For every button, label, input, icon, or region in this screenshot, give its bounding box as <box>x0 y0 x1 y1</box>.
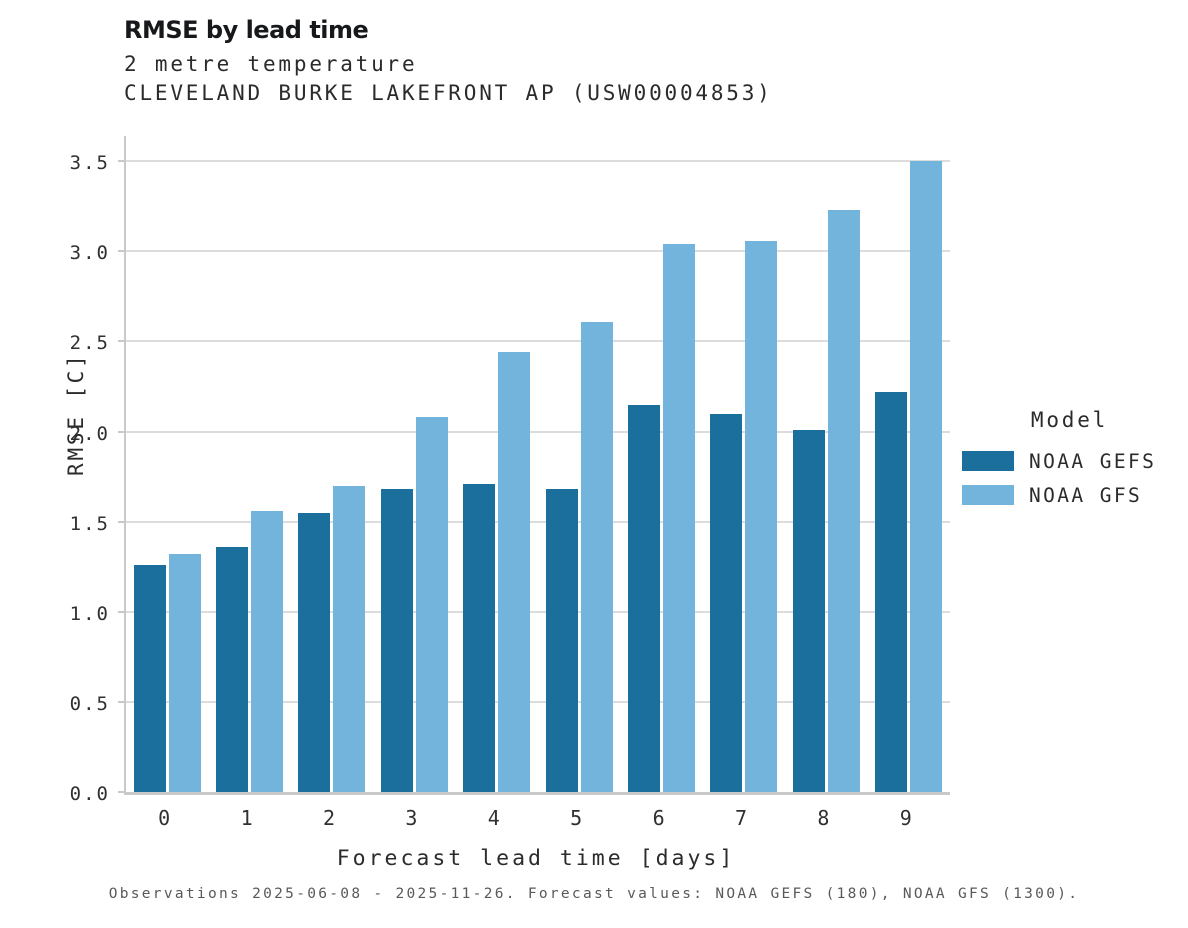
bar-noaa-gfs-day-1 <box>251 510 284 792</box>
bar-noaa-gfs-day-2 <box>333 485 366 792</box>
y-tick-mark-0.5 <box>118 700 124 703</box>
gridline-y-2.0 <box>126 430 950 433</box>
bar-noaa-gfs-day-4 <box>498 352 531 792</box>
x-tick-label-0: 0 <box>158 806 173 830</box>
y-tick-label-1.5: 1.5 <box>69 512 110 535</box>
y-tick-label-0.5: 0.5 <box>69 692 110 715</box>
bar-noaa-gefs-day-1 <box>216 546 249 792</box>
x-tick-label-4: 4 <box>487 806 502 830</box>
bar-noaa-gefs-day-2 <box>298 512 331 792</box>
x-tick-label-7: 7 <box>734 806 750 830</box>
gridline-y-0.5 <box>126 700 950 703</box>
legend-swatch-noaa-gefs <box>962 451 1014 471</box>
chart-subtitle: 2 metre temperature <box>124 52 418 76</box>
bar-noaa-gfs-day-8 <box>827 209 860 792</box>
legend-swatch-noaa-gfs <box>962 485 1014 505</box>
y-tick-label-2.0: 2.0 <box>69 422 110 445</box>
plot-area: 0.0 0.5 1.0 1.5 2.0 2.5 3.0 3.5 <box>70 136 950 805</box>
bar-group-day-1 <box>208 136 290 792</box>
bar-noaa-gfs-day-7 <box>745 240 778 792</box>
y-axis-label: RMSE [C] <box>63 352 88 476</box>
y-tick-mark-1.0 <box>118 610 124 613</box>
bar-group-day-4 <box>456 136 538 792</box>
bar-noaa-gefs-day-7 <box>710 413 743 792</box>
bar-noaa-gefs-day-8 <box>792 429 825 792</box>
y-tick-mark-2.5 <box>118 340 124 343</box>
y-tick-mark-3.5 <box>118 160 124 163</box>
bar-group-day-7 <box>703 136 785 792</box>
x-tick-label-1: 1 <box>240 806 255 830</box>
y-tick-label-0.0: 0.0 <box>69 783 110 805</box>
x-tick-label-8: 8 <box>817 806 832 830</box>
bar-noaa-gfs-day-9 <box>910 161 943 792</box>
x-tick-label-5: 5 <box>570 806 585 830</box>
bar-group-day-2 <box>291 136 373 792</box>
gridline-y-3.0 <box>126 250 950 253</box>
bar-noaa-gefs-day-6 <box>628 404 661 792</box>
x-tick-label-3: 3 <box>405 806 420 830</box>
y-tick-label-3.0: 3.0 <box>69 242 110 265</box>
bar-noaa-gfs-day-5 <box>580 321 613 792</box>
bar-group-day-3 <box>373 136 455 792</box>
y-tick-label-3.5: 3.5 <box>69 152 110 175</box>
footer-note: Observations 2025-06-08 - 2025-11-26. Fo… <box>108 886 1080 902</box>
x-tick-label-2: 2 <box>322 806 338 830</box>
y-tick-mark-1.5 <box>118 520 124 523</box>
bar-group-day-9 <box>868 136 950 792</box>
x-tick-label-6: 6 <box>652 806 667 830</box>
bar-group-day-5 <box>538 136 620 792</box>
legend-entry-noaa-gfs: NOAA GFS <box>962 478 1177 512</box>
legend-label-noaa-gfs: NOAA GFS <box>1029 483 1143 507</box>
bar-noaa-gefs-day-3 <box>380 489 413 792</box>
chart-title: RMSE by lead time <box>124 16 369 44</box>
bar-noaa-gefs-day-9 <box>875 391 908 792</box>
chart-station-subtitle: CLEVELAND BURKE LAKEFRONT AP (USW0000485… <box>124 81 773 105</box>
y-tick-label-1.0: 1.0 <box>69 602 110 625</box>
legend-title: Model <box>1030 408 1109 432</box>
legend-entry-noaa-gefs: NOAA GEFS <box>962 444 1177 478</box>
x-tick-label-9: 9 <box>899 806 914 830</box>
bar-noaa-gfs-day-3 <box>415 417 448 792</box>
gridline-y-2.5 <box>126 340 950 343</box>
bar-noaa-gfs-day-0 <box>168 554 201 792</box>
bar-group-day-6 <box>620 136 702 792</box>
bar-noaa-gefs-day-0 <box>133 564 166 792</box>
y-tick-mark-2.0 <box>118 430 124 433</box>
gridline-y-1.5 <box>126 520 950 523</box>
y-tick-label-2.5: 2.5 <box>69 332 110 355</box>
y-tick-mark-0.0 <box>118 791 124 793</box>
legend-label-noaa-gefs: NOAA GEFS <box>1029 449 1157 473</box>
bar-noaa-gefs-day-4 <box>463 483 496 792</box>
x-axis-label: Forecast lead time [days] <box>336 846 736 871</box>
gridline-y-3.5 <box>126 160 950 163</box>
y-tick-mark-3.0 <box>118 250 124 253</box>
gridline-y-1.0 <box>126 610 950 613</box>
bar-noaa-gfs-day-6 <box>663 244 696 792</box>
bar-group-day-8 <box>785 136 867 792</box>
bar-group-day-0 <box>126 136 208 792</box>
legend: Model NOAA GEFS NOAA GFS <box>962 408 1177 512</box>
bar-noaa-gefs-day-5 <box>545 489 578 792</box>
